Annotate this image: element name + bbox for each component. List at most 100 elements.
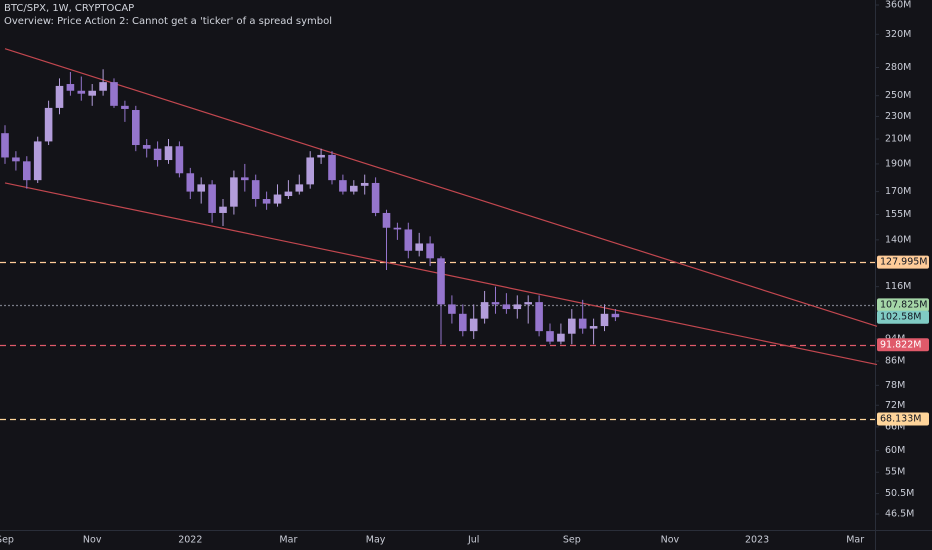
candle-body: [23, 161, 31, 181]
candle-body: [295, 184, 304, 192]
x-tick-label: Sep: [563, 535, 581, 546]
candle-body: [524, 302, 532, 305]
x-tick-label: May: [366, 535, 386, 546]
x-tick-label: 2022: [178, 535, 202, 546]
candle-body: [469, 318, 478, 332]
candle-body: [317, 154, 325, 158]
candle-body: [186, 173, 195, 192]
y-tick-label: 116M: [885, 281, 911, 292]
candle-body: [459, 313, 467, 332]
candle-body: [219, 206, 227, 213]
price-label-box: [877, 412, 929, 426]
y-tick-label: 320M: [885, 29, 911, 40]
candle-body: [415, 243, 423, 251]
candle-body: [513, 304, 522, 310]
candle-body: [251, 180, 260, 200]
y-tick-label: 72M: [885, 400, 905, 411]
candle-body: [480, 302, 489, 319]
candle-body: [600, 313, 609, 327]
candle-body: [557, 333, 565, 342]
candle-body: [175, 146, 184, 174]
candle-body: [66, 84, 75, 91]
candle-body: [339, 180, 347, 192]
candle-body: [393, 227, 402, 230]
candle-body: [546, 331, 554, 342]
candle-body: [589, 326, 598, 329]
y-tick-label: 78M: [885, 380, 905, 391]
candle-body: [437, 258, 445, 305]
price-label: 127.995M: [880, 257, 927, 268]
candle-body: [153, 148, 162, 161]
x-tick-label: Sep: [0, 535, 14, 546]
candle-body: [273, 194, 282, 204]
candle-body: [1, 133, 9, 158]
y-tick-label: 360M: [885, 0, 911, 10]
price-label: 91.822M: [880, 339, 921, 350]
candle-body: [502, 304, 511, 310]
y-tick-label: 250M: [885, 90, 911, 101]
candle-body: [132, 110, 140, 146]
candle-body: [568, 318, 576, 334]
x-tick-label: Nov: [83, 535, 102, 546]
candle-body: [77, 90, 86, 94]
candle-body: [197, 184, 205, 192]
candle-body: [262, 199, 271, 204]
y-tick-label: 50.5M: [885, 488, 914, 499]
y-tick-label: 140M: [885, 234, 911, 245]
price-label-box: [877, 255, 929, 269]
candle-body: [230, 177, 238, 207]
y-tick-label: 280M: [885, 62, 911, 73]
y-tick-label: 190M: [885, 158, 911, 169]
price-label: 107.825M: [880, 299, 927, 310]
y-tick-label: 170M: [885, 186, 911, 197]
candle-body: [164, 146, 173, 161]
candle-body: [33, 141, 42, 181]
price-label-box: [877, 298, 929, 312]
y-tick-label: 60M: [885, 445, 905, 456]
candle-body: [371, 182, 380, 213]
y-tick-label: 210M: [885, 134, 911, 145]
candle-body: [208, 184, 216, 213]
candle-body: [611, 313, 620, 318]
candle-body: [535, 302, 543, 332]
candle-body: [426, 243, 434, 259]
candle-body: [491, 302, 500, 305]
x-tick-label: Nov: [661, 535, 680, 546]
trendline: [4, 48, 878, 327]
price-label-box: [877, 338, 929, 352]
price-label: 102.58M: [880, 312, 921, 323]
candle-body: [360, 182, 369, 186]
candle-body: [55, 85, 64, 108]
y-tick-label: 86M: [885, 356, 905, 367]
candle-body: [88, 90, 96, 96]
candle-body: [306, 157, 314, 185]
y-tick-label: 155M: [885, 209, 911, 220]
candle-body: [284, 191, 293, 197]
price-label-box: [877, 310, 929, 324]
candle-body: [12, 157, 20, 162]
candle-body: [350, 185, 358, 192]
x-tick-label: Mar: [846, 535, 864, 546]
candle-body: [578, 318, 587, 329]
x-tick-label: 2023: [745, 535, 769, 546]
y-tick-label: 66M: [885, 421, 905, 432]
candle-body: [121, 105, 129, 109]
x-tick-label: Mar: [279, 535, 297, 546]
candle-body: [404, 229, 413, 251]
candle-body: [44, 107, 53, 142]
candle-body: [110, 82, 118, 106]
y-tick-label: 46.5M: [885, 508, 914, 519]
chart-title: BTC/SPX, 1W, CRYPTOCAP: [4, 3, 134, 14]
candle-body: [382, 212, 391, 228]
x-tick-label: Jul: [467, 535, 479, 546]
y-tick-label: 230M: [885, 111, 911, 122]
y-tick-label: 55M: [885, 467, 905, 478]
candle-body: [142, 145, 151, 149]
chart-subtitle: Overview: Price Action 2: Cannot get a '…: [4, 16, 332, 27]
price-label: 68.133M: [880, 413, 921, 424]
candle-body: [99, 82, 107, 91]
candle-body: [328, 154, 336, 181]
candle-body: [448, 304, 456, 314]
